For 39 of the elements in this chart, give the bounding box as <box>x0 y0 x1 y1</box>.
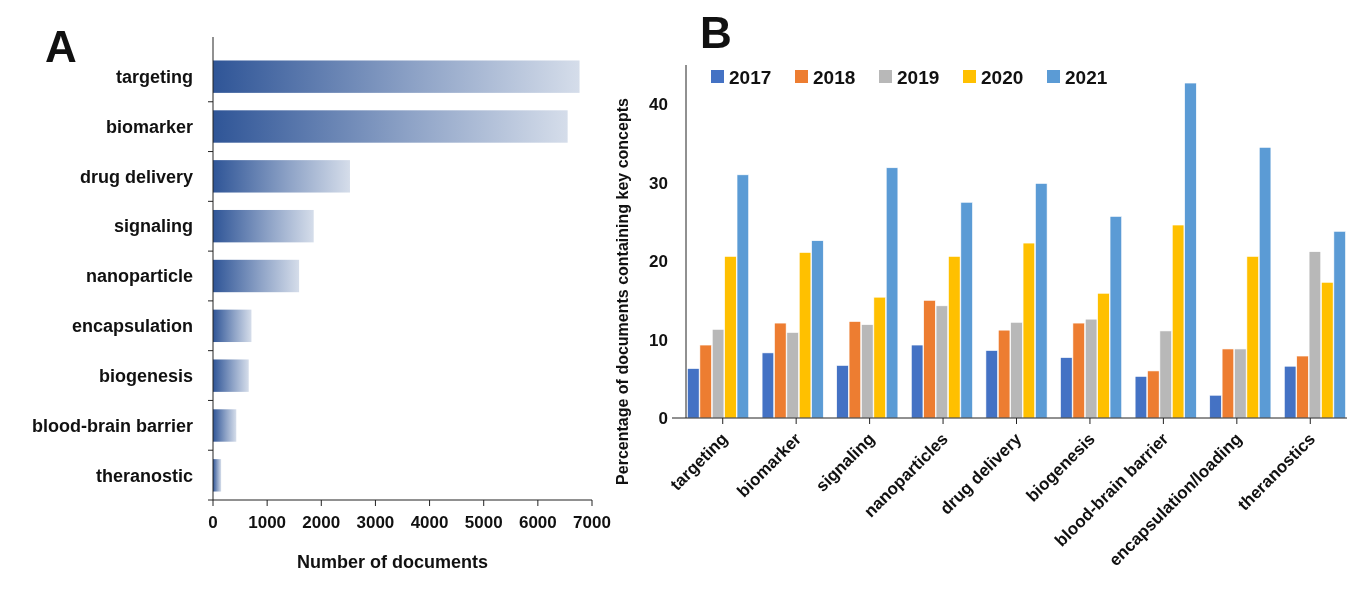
y-tick-label: biomarker <box>105 116 193 137</box>
y-tick-label: theranostic <box>95 465 193 486</box>
bar <box>213 359 249 392</box>
y-axis-title: Percentage of documents containing key concepts <box>614 98 631 485</box>
bar <box>213 110 568 143</box>
y-tick-label: 10 <box>649 330 668 350</box>
bar <box>213 209 314 243</box>
x-tick-label: 0 <box>208 513 218 532</box>
legend-label: 2021 <box>1065 66 1108 88</box>
y-tick-label: 40 <box>649 95 668 115</box>
legend-label: 2017 <box>729 66 772 88</box>
x-tick-label: 3000 <box>356 513 395 532</box>
y-tick-label: biogenesis <box>98 365 193 386</box>
y-tick-label: 30 <box>649 173 668 193</box>
x-tick-label: 1000 <box>248 513 287 532</box>
legend-label: 2018 <box>813 66 856 88</box>
x-tick-label: 7000 <box>573 513 611 532</box>
bar <box>213 160 350 193</box>
x-axis-title: Number of documents <box>296 552 489 572</box>
x-tick-label: 2000 <box>302 513 341 532</box>
y-tick-label: drug delivery <box>79 166 193 187</box>
x-tick-label: 4000 <box>410 513 449 532</box>
chart-title: B <box>700 8 732 57</box>
x-tick-label: 5000 <box>464 513 503 532</box>
x-tick-label: 6000 <box>518 513 557 532</box>
y-tick-label: 0 <box>658 408 668 428</box>
bar <box>213 309 252 343</box>
y-tick-label: signaling <box>113 216 193 237</box>
y-tick-label: encapsulation <box>71 316 193 337</box>
y-tick-label: targeting <box>115 66 193 87</box>
chart-title: A <box>45 22 77 71</box>
legend-label: 2020 <box>981 66 1024 88</box>
bar <box>213 259 300 293</box>
legend-label: 2019 <box>897 66 940 88</box>
bar <box>213 60 580 93</box>
y-tick-label: 20 <box>649 252 668 272</box>
bar <box>213 409 237 442</box>
y-tick-label: nanoparticle <box>85 266 193 287</box>
y-tick-label: blood-brain barrier <box>31 415 193 436</box>
